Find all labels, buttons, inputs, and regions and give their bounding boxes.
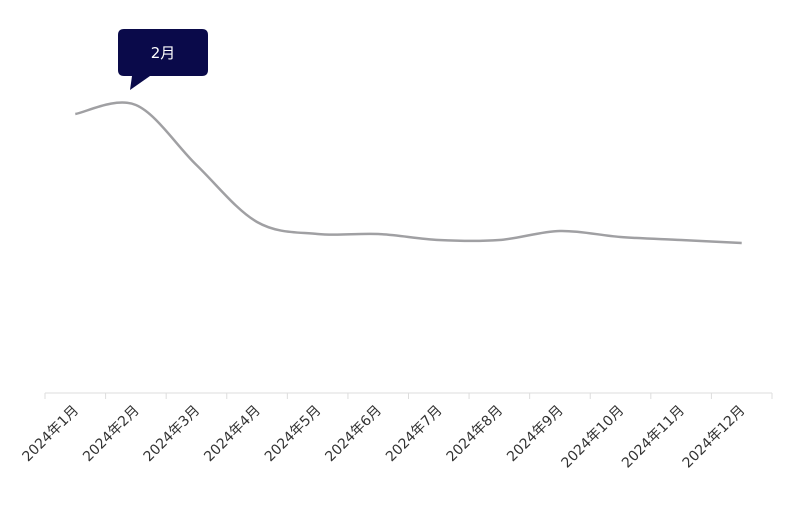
x-tick-label: 2024年6月 <box>322 403 385 466</box>
tooltip-label: 2月 <box>151 44 176 62</box>
line <box>75 101 742 245</box>
x-tick-label: 2024年3月 <box>141 403 204 466</box>
tooltip-box <box>118 29 208 90</box>
x-tick-label: 2024年2月 <box>80 403 143 466</box>
x-tick-label: 2024年11月 <box>619 403 688 472</box>
x-tick-label: 2024年7月 <box>383 403 446 466</box>
x-tick-label: 2024年1月 <box>20 403 83 466</box>
x-tick-label: 2024年8月 <box>444 403 507 466</box>
x-tick-label: 2024年5月 <box>262 403 325 466</box>
x-tick-label: 2024年10月 <box>558 403 627 472</box>
x-tick-label: 2024年12月 <box>680 403 749 472</box>
x-tick-label: 2024年4月 <box>201 403 264 466</box>
x-tick-label: 2024年9月 <box>504 403 567 466</box>
tooltip: 2月 <box>118 29 208 90</box>
